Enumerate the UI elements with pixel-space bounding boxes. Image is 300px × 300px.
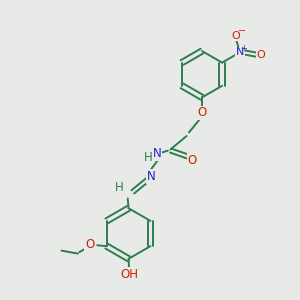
Text: O: O bbox=[187, 154, 196, 166]
Text: H: H bbox=[143, 151, 152, 164]
Text: O: O bbox=[85, 238, 94, 251]
Text: −: − bbox=[238, 26, 246, 35]
Text: N: N bbox=[146, 170, 155, 183]
Text: O: O bbox=[231, 31, 240, 41]
Text: O: O bbox=[197, 106, 207, 119]
Text: +: + bbox=[240, 44, 247, 52]
Text: OH: OH bbox=[120, 268, 138, 281]
Text: H: H bbox=[115, 181, 124, 194]
Text: N: N bbox=[153, 147, 162, 160]
Text: N: N bbox=[236, 47, 244, 57]
Text: O: O bbox=[256, 50, 265, 60]
